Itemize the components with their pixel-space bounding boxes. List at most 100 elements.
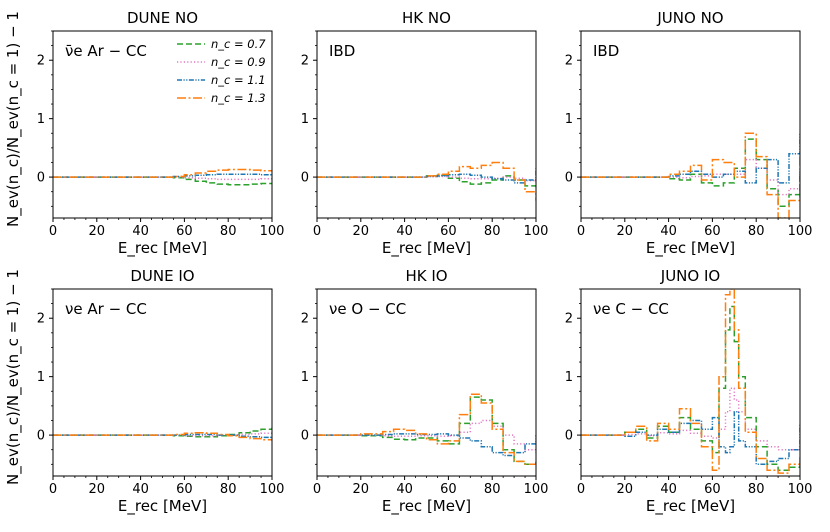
legend-label: n_c = 1.1 [211, 73, 266, 87]
x-tick-label: 100 [524, 482, 549, 497]
x-tick-label: 20 [353, 482, 370, 497]
channel-label: IBD [593, 42, 619, 60]
ylabel-text: N_ev(n_c)/N_ev(n_c = 1) − 1 [4, 269, 23, 485]
y-tick-label: 1 [301, 370, 309, 385]
y-tick-label: 0 [565, 171, 573, 186]
y-tick-label: 2 [565, 312, 573, 327]
series-line-nc11 [317, 168, 536, 184]
x-tick-label: 60 [704, 224, 721, 239]
y-tick-label: 1 [301, 112, 309, 127]
legend: n_c = 0.7 n_c = 0.9 n_c = 1.1 n_c = 1.3 [177, 37, 266, 105]
x-tick-label: 100 [260, 482, 285, 497]
x-tick-label: 40 [132, 224, 149, 239]
x-tick-label: 100 [788, 482, 813, 497]
y-tick-label: 0 [37, 429, 45, 444]
series-group [581, 289, 800, 474]
series-line-nc13 [317, 393, 536, 466]
panel-dune-io: DUNE IO 0 20 40 60 80 100 0 1 2 E_rec [MeV] νe Ar −… [37, 267, 285, 516]
ylabel-top: N_ev(n_c)/N_ev(n_c = 1) − 1 [4, 11, 23, 227]
y-tick-label: 0 [301, 429, 309, 444]
channel-label: IBD [329, 42, 355, 60]
panel-title: DUNE NO [127, 9, 198, 27]
panel-title: JUNO IO [660, 267, 720, 285]
x-tick-label: 20 [617, 482, 634, 497]
panel-juno-no: JUNO NO 0 20 40 60 80 100 0 1 2 E_rec [MeV] IBD [565, 9, 813, 258]
x-tick-label: 20 [353, 224, 370, 239]
series-line-nc07 [53, 427, 272, 438]
legend-label: n_c = 0.9 [211, 55, 266, 69]
x-tick-label: 60 [440, 482, 457, 497]
series-line-nc11 [53, 173, 272, 178]
channel-label: ν̄e Ar − CC [65, 42, 147, 60]
ylabel-bottom: N_ev(n_c)/N_ev(n_c = 1) − 1 [4, 269, 23, 485]
x-tick-label: 0 [313, 482, 321, 497]
series-line-nc13 [53, 168, 272, 178]
ylabel-text: N_ev(n_c)/N_ev(n_c = 1) − 1 [4, 11, 23, 227]
panel-dune-no: DUNE NO 0 20 40 60 80 100 0 1 2 E_rec [MeV] ν̄e Ar … [37, 9, 285, 258]
y-tick-label: 0 [37, 171, 45, 186]
series-line-nc07 [53, 176, 272, 186]
series-line-nc11 [581, 133, 800, 184]
legend-label: n_c = 0.7 [211, 37, 266, 51]
panel-title: DUNE IO [130, 267, 194, 285]
x-axis-label: E_rec [MeV] [118, 239, 207, 258]
x-tick-label: 40 [396, 224, 413, 239]
x-tick-label: 100 [788, 224, 813, 239]
series-group [317, 393, 536, 466]
series-group [581, 132, 800, 218]
panel-title: JUNO NO [656, 9, 723, 27]
y-tick-label: 2 [301, 54, 309, 69]
x-axis-label: E_rec [MeV] [382, 239, 471, 258]
series-line-nc09 [53, 176, 272, 181]
x-axis-label: E_rec [MeV] [382, 497, 471, 516]
x-tick-label: 60 [176, 482, 193, 497]
series-line-nc07 [581, 138, 800, 208]
x-tick-label: 80 [484, 482, 501, 497]
x-axis-label: E_rec [MeV] [646, 239, 735, 258]
y-tick-label: 1 [565, 112, 573, 127]
channel-label: νe O − CC [329, 300, 406, 318]
channel-label: νe Ar − CC [65, 300, 147, 318]
x-tick-label: 60 [176, 224, 193, 239]
x-tick-label: 20 [617, 224, 634, 239]
y-tick-label: 2 [565, 54, 573, 69]
x-tick-label: 40 [660, 482, 677, 497]
series-line-nc13 [581, 132, 800, 218]
y-tick-label: 2 [37, 54, 45, 69]
x-tick-label: 100 [260, 224, 285, 239]
x-tick-label: 20 [89, 224, 106, 239]
panel-hk-no: HK NO 0 20 40 60 80 100 0 1 2 E_rec [MeV] IBD [301, 9, 549, 258]
series-group [317, 161, 536, 201]
x-tick-label: 80 [220, 482, 237, 497]
x-tick-label: 40 [660, 224, 677, 239]
panel-hk-io: HK IO 0 20 40 60 80 100 0 1 2 E_rec [MeV] νe O − CC [301, 267, 549, 516]
series-line-nc13 [317, 161, 536, 201]
y-tick-label: 1 [37, 370, 45, 385]
x-tick-label: 0 [577, 482, 585, 497]
x-tick-label: 80 [220, 224, 237, 239]
channel-label: νe C − CC [593, 300, 669, 318]
series-line-nc07 [581, 305, 800, 471]
series-line-nc13 [581, 289, 800, 474]
x-tick-label: 60 [440, 224, 457, 239]
x-axis-label: E_rec [MeV] [646, 497, 735, 516]
legend-label: n_c = 1.3 [211, 91, 266, 105]
y-tick-label: 1 [37, 112, 45, 127]
x-tick-label: 0 [313, 224, 321, 239]
y-tick-label: 0 [565, 429, 573, 444]
x-tick-label: 100 [524, 224, 549, 239]
series-line-nc09 [53, 432, 272, 437]
x-tick-label: 40 [396, 482, 413, 497]
y-tick-label: 1 [565, 370, 573, 385]
x-tick-label: 40 [132, 482, 149, 497]
panel-title: HK IO [405, 267, 447, 285]
series-group [53, 168, 272, 186]
x-tick-label: 0 [49, 224, 57, 239]
x-tick-label: 20 [89, 482, 106, 497]
x-axis-label: E_rec [MeV] [118, 497, 207, 516]
y-tick-label: 0 [301, 171, 309, 186]
series-line-nc13 [53, 432, 272, 441]
y-tick-label: 2 [301, 312, 309, 327]
y-tick-label: 2 [37, 312, 45, 327]
